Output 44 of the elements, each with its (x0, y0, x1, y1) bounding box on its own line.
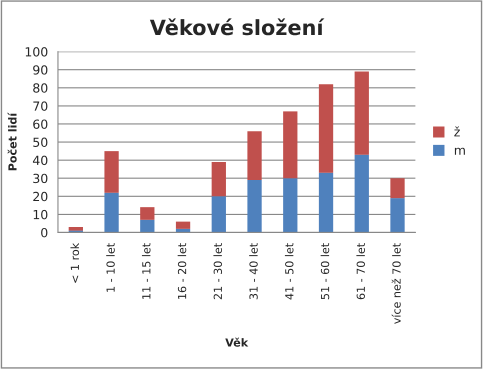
y-tick-label: 20 (33, 192, 48, 202)
y-tick-label: 80 (33, 83, 48, 93)
bar (212, 162, 226, 196)
x-tick-label: 31 - 40 let (249, 243, 258, 300)
x-tick-label: 41 - 50 let (284, 243, 294, 300)
bar (68, 227, 83, 231)
bar (176, 222, 190, 229)
y-tick-label: 30 (33, 174, 48, 184)
bar (390, 178, 405, 198)
bar (354, 72, 369, 155)
bar (140, 220, 154, 232)
y-tick-label: 70 (33, 101, 48, 111)
bar (318, 172, 334, 232)
bar (390, 198, 405, 232)
bar (104, 192, 119, 232)
y-tick-label: 0 (41, 228, 48, 238)
y-tick-label: 100 (26, 47, 48, 57)
x-tick-label: 16 - 20 let (178, 243, 186, 299)
bar (318, 84, 334, 173)
y-tick-label: 60 (33, 119, 48, 129)
bar (283, 178, 298, 232)
bar (247, 180, 262, 232)
y-tick-label: 10 (34, 210, 48, 220)
bar (104, 151, 119, 193)
y-tick-label: 50 (33, 138, 48, 147)
bar (140, 207, 154, 220)
x-tick-label: 51 - 60 let (320, 243, 330, 300)
legend-label: m (454, 148, 465, 155)
x-tick-label: < 1 rok (70, 242, 80, 283)
x-axis-title: Věk (225, 338, 248, 347)
legend-label: ž (454, 126, 460, 136)
y-tick-label: 90 (33, 65, 48, 75)
x-tick-label: více než 70 let (392, 243, 401, 324)
bar (354, 154, 369, 232)
y-tick-label: 40 (32, 156, 48, 166)
bar (283, 111, 298, 178)
chart-title: Věkové složení (150, 18, 324, 36)
x-tick-label: 1 - 10 let (106, 243, 115, 292)
x-tick-label: 21 - 30 let (213, 243, 222, 300)
bar (247, 131, 262, 180)
x-tick-label: 11 - 15 let (142, 243, 151, 299)
x-tick-label: 61 - 70 let (356, 243, 365, 300)
y-axis-title: Počet lidí (8, 112, 17, 170)
bar (212, 196, 226, 232)
